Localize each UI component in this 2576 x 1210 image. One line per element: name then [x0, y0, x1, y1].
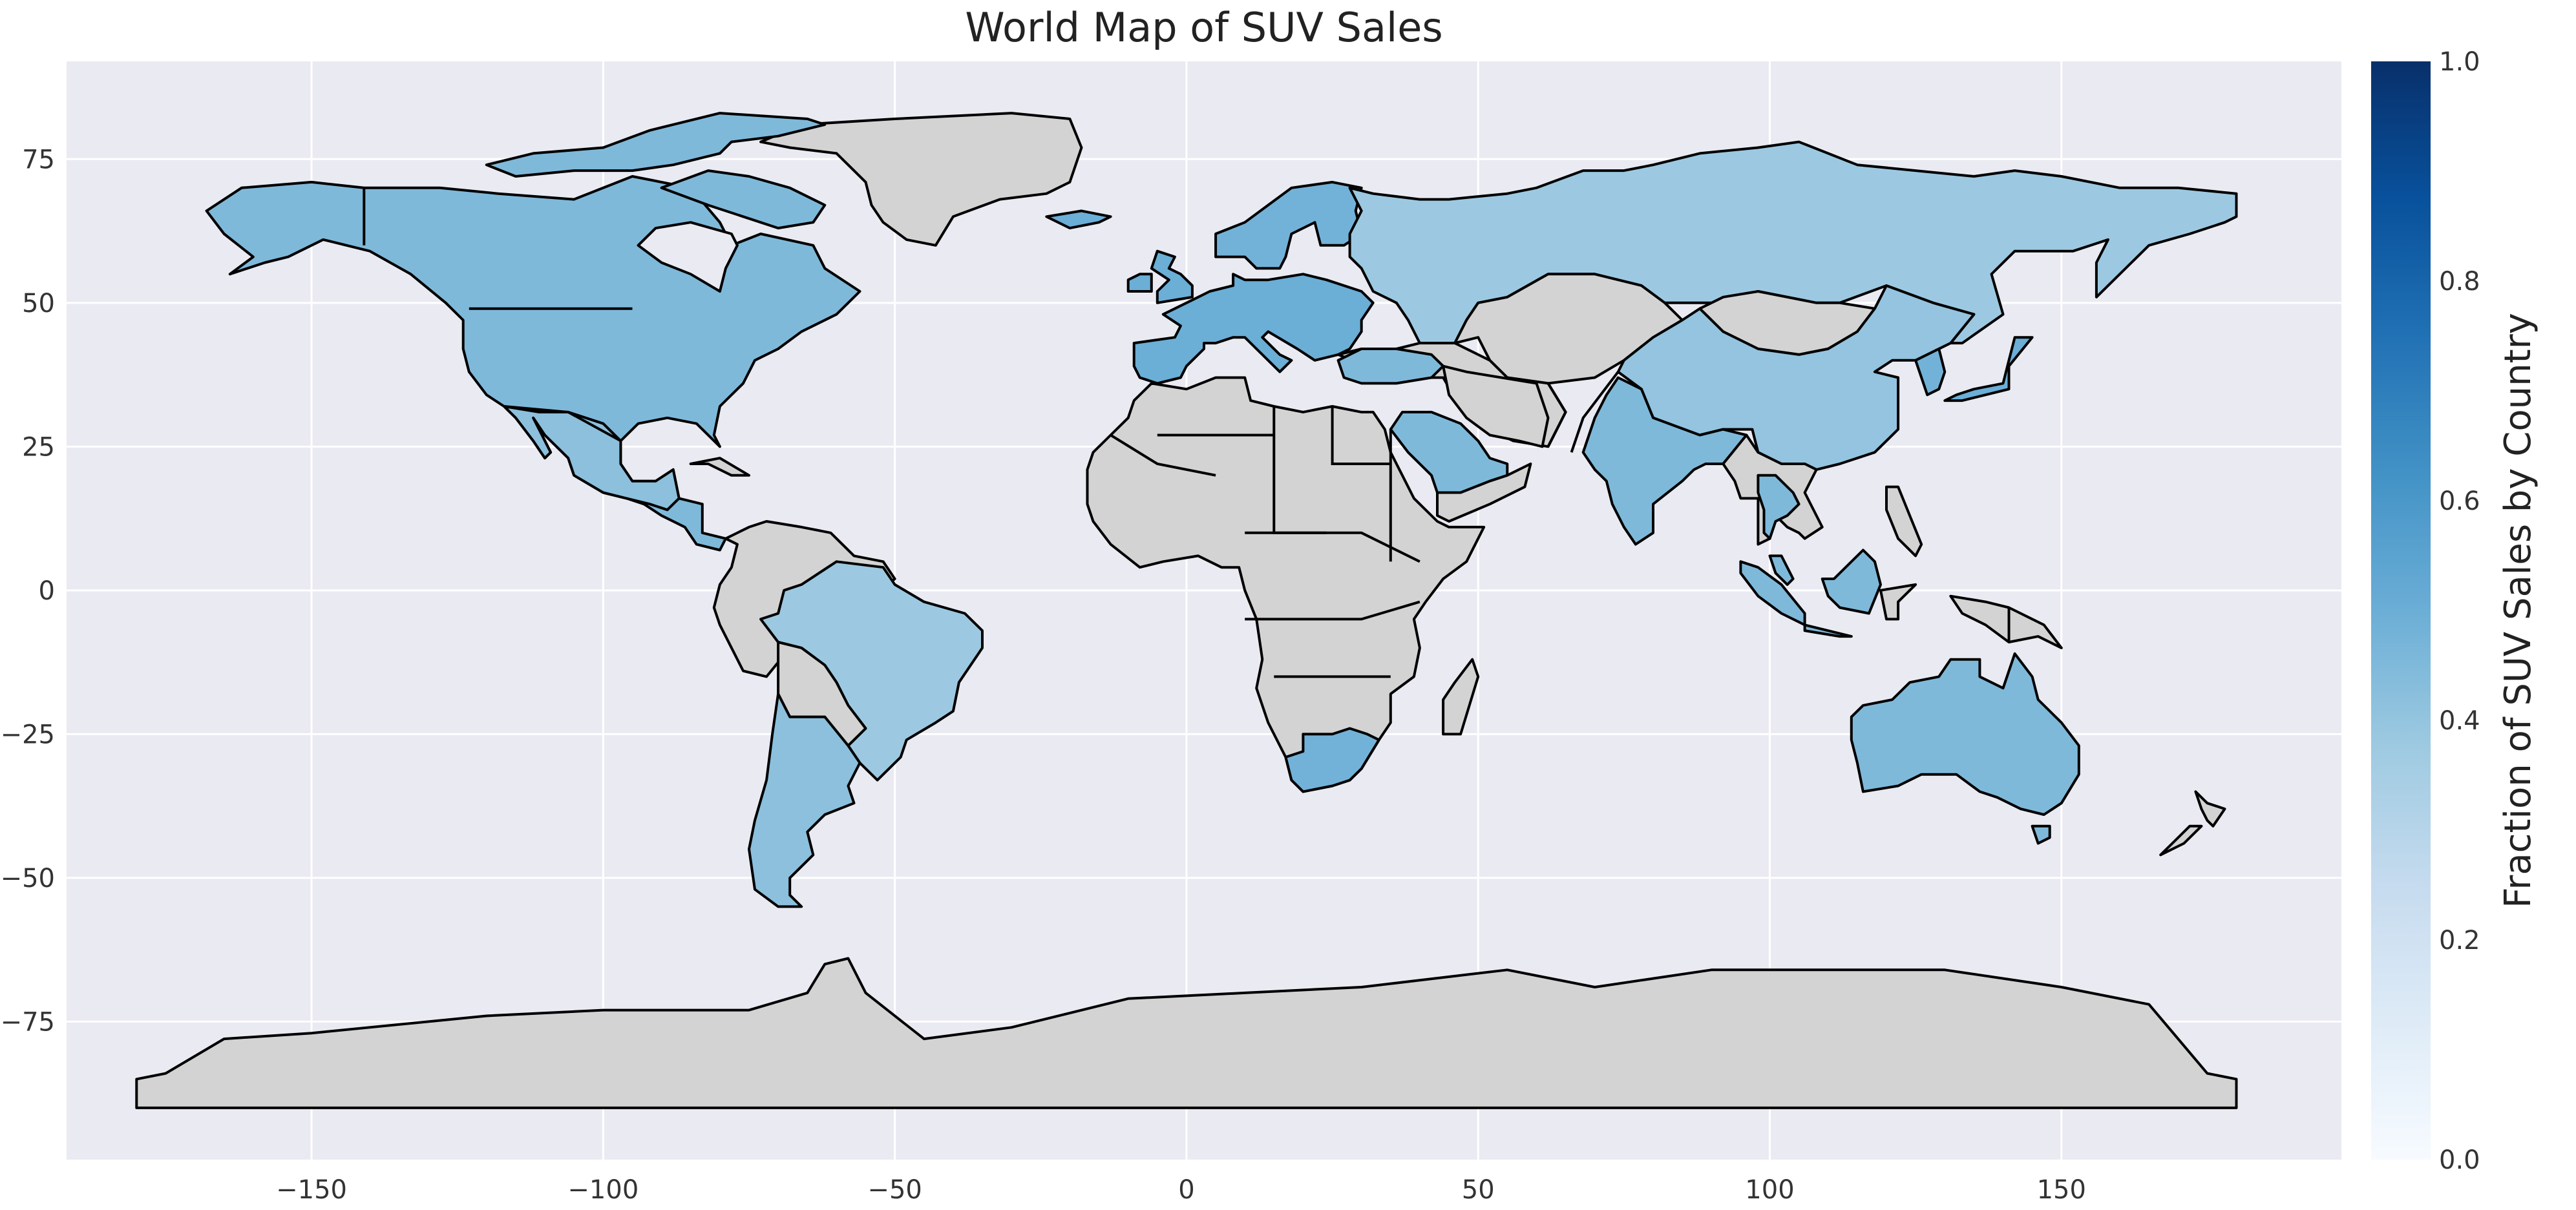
region-philippines: [1885, 485, 1923, 558]
region-greenland: [759, 112, 1083, 247]
x-tick-label: −100: [567, 1175, 639, 1205]
region-korea: [1914, 348, 1947, 397]
y-axis-ticks: 75 50 25 0 −25 −50 −75: [1, 145, 55, 1037]
region-turkey: [1336, 348, 1445, 385]
y-tick-label: 50: [22, 289, 55, 318]
colorbar-tick-label: 0.6: [2439, 486, 2480, 516]
region-sulawesi: [1879, 583, 1917, 621]
colorbar-tick-label: 0.2: [2439, 926, 2480, 955]
x-tick-label: 150: [2037, 1175, 2086, 1205]
y-tick-label: 0: [39, 576, 55, 606]
region-yemen-oman: [1436, 463, 1532, 523]
region-canadian-islands: [485, 112, 827, 178]
x-tick-label: −50: [867, 1175, 922, 1205]
country-border-line: [1245, 600, 1420, 621]
y-tick-label: −75: [1, 1007, 55, 1037]
region-thailand: [1757, 474, 1800, 540]
x-axis-ticks: −150 −100 −50 0 50 100 150: [276, 1175, 2086, 1205]
region-india: [1581, 376, 1748, 546]
y-tick-label: −50: [1, 864, 55, 893]
region-scandinavia: [1214, 180, 1363, 270]
region-britain: [1150, 249, 1194, 304]
country-border-line: [1110, 433, 1216, 477]
region-cuba: [689, 457, 750, 477]
colorbar: [2371, 61, 2431, 1160]
region-iran: [1442, 364, 1550, 448]
colorbar-tick-label: 0.4: [2439, 706, 2480, 736]
x-tick-label: 100: [1745, 1175, 1794, 1205]
region-java: [1803, 623, 1853, 638]
country-border-line: [1245, 531, 1420, 563]
region-borneo: [1821, 548, 1882, 615]
region-new-zealand-north: [2194, 790, 2226, 828]
y-tick-label: −25: [1, 720, 55, 749]
region-mexico-and-central-america: [502, 405, 681, 512]
region-malaysia: [1768, 554, 1795, 586]
region-western-europe: [1132, 273, 1375, 385]
x-tick-label: −150: [276, 1175, 347, 1205]
country-border-line: [503, 405, 622, 443]
region-tasmania: [2031, 824, 2051, 845]
country-borders: [363, 187, 2011, 678]
colorbar-tick-label: 0.8: [2439, 267, 2480, 297]
x-tick-label: 0: [1178, 1175, 1194, 1205]
region-madagascar: [1442, 658, 1480, 736]
region-south-africa: [1284, 727, 1380, 793]
colorbar-label: Fraction of SUV Sales by Country: [2497, 313, 2539, 908]
region-japan: [1943, 336, 2034, 402]
region-chile-argentina: [748, 693, 861, 908]
region-antarctica: [135, 957, 2238, 1109]
chart-title: World Map of SUV Sales: [965, 4, 1442, 51]
region-hudson-bay: [637, 221, 739, 293]
y-tick-label: 25: [22, 432, 55, 462]
region-africa: [1086, 376, 1486, 793]
region-saudi-arabia: [1389, 410, 1509, 494]
colorbar-tick-label: 0.0: [2439, 1145, 2480, 1175]
region-new-zealand-south: [2159, 824, 2203, 857]
region-australia: [1850, 652, 2080, 816]
country-border-line: [1547, 382, 1567, 448]
region-iceland: [1045, 209, 1112, 230]
y-tick-label: 75: [22, 145, 55, 174]
colorbar-ticks: 0.0 0.2 0.4 0.6 0.8 1.0: [2439, 47, 2480, 1175]
region-new-guinea: [1949, 594, 2063, 649]
country-shapes: [135, 112, 2238, 1109]
colorbar-tick-label: 1.0: [2439, 47, 2480, 77]
x-tick-label: 50: [1462, 1175, 1495, 1205]
country-border-line: [1570, 371, 1620, 453]
region-china: [1616, 284, 1976, 471]
country-border-line: [1331, 406, 1391, 465]
region-ireland: [1126, 273, 1153, 293]
region-baffin-island: [660, 169, 827, 230]
